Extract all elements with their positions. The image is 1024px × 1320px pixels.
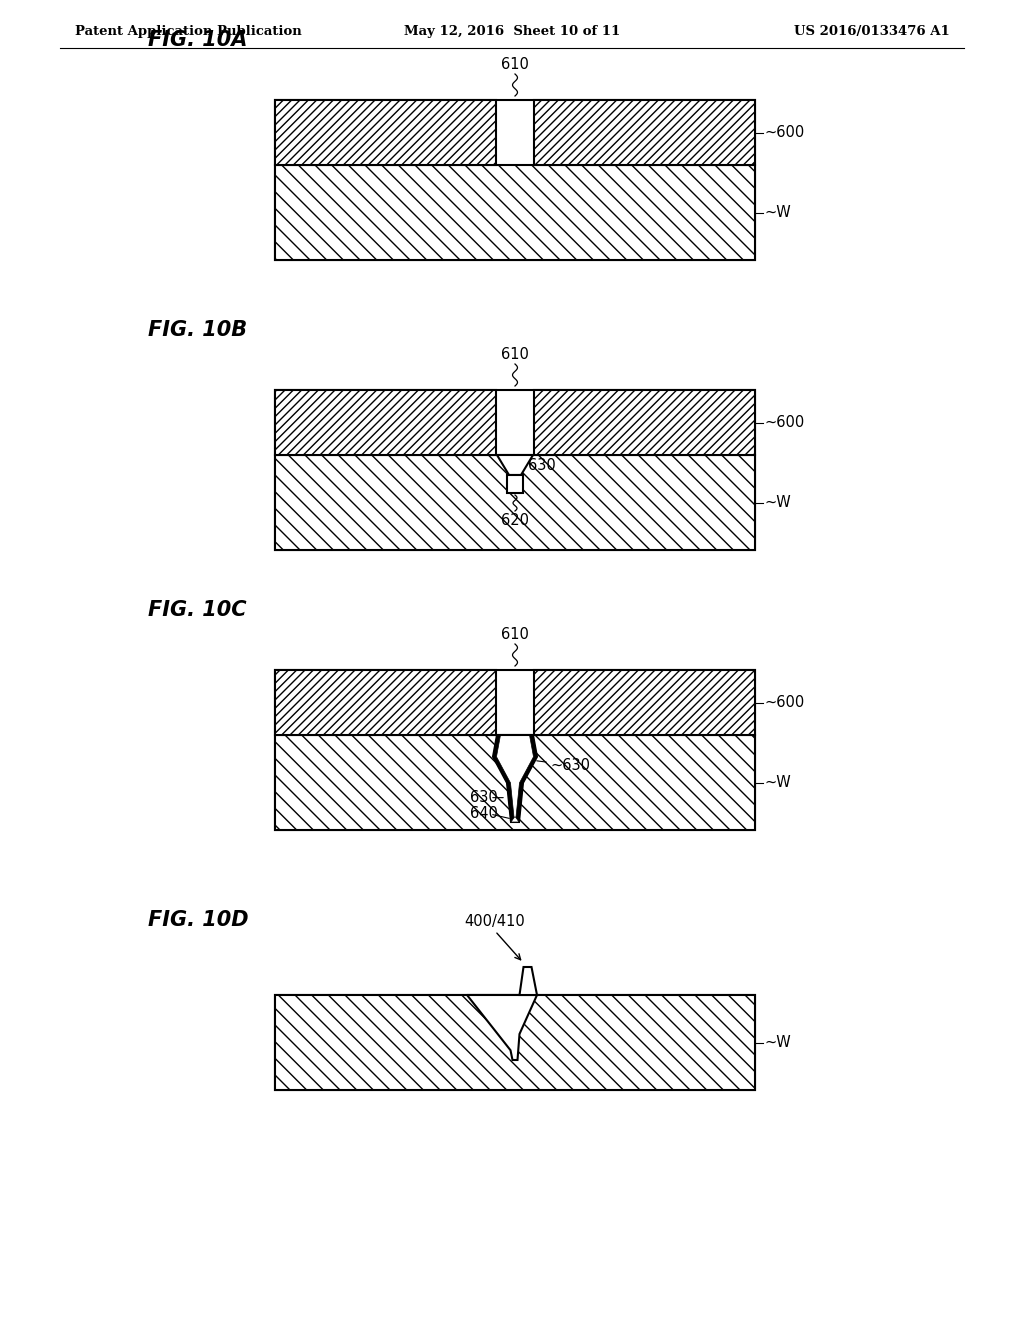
Text: 640: 640 xyxy=(470,807,498,821)
Bar xyxy=(275,995,755,1090)
Bar xyxy=(275,100,755,260)
Bar xyxy=(275,671,496,735)
Polygon shape xyxy=(497,455,534,475)
Text: ~W: ~W xyxy=(764,775,791,789)
Bar xyxy=(534,100,755,165)
Text: ~600: ~600 xyxy=(764,125,804,140)
Text: FIG. 10A: FIG. 10A xyxy=(148,30,248,50)
Bar xyxy=(275,165,755,260)
Text: US 2016/0133476 A1: US 2016/0133476 A1 xyxy=(795,25,950,38)
Text: 620: 620 xyxy=(501,513,529,528)
Text: ~630: ~630 xyxy=(550,758,590,774)
Bar xyxy=(275,100,496,165)
Text: 610: 610 xyxy=(501,627,529,642)
Bar xyxy=(275,389,755,550)
Text: 400/410: 400/410 xyxy=(465,913,525,929)
Polygon shape xyxy=(493,735,514,822)
Text: ~W: ~W xyxy=(764,1035,791,1049)
Bar xyxy=(275,995,755,1090)
Polygon shape xyxy=(511,817,519,822)
Text: ~W: ~W xyxy=(764,495,791,510)
Bar xyxy=(534,671,755,735)
Text: 630: 630 xyxy=(528,458,556,473)
Polygon shape xyxy=(515,735,537,822)
Text: 610: 610 xyxy=(501,57,529,73)
Bar xyxy=(507,475,523,492)
Bar xyxy=(275,389,496,455)
Polygon shape xyxy=(493,735,537,822)
Text: 630: 630 xyxy=(470,791,498,805)
Bar xyxy=(275,671,755,830)
Bar xyxy=(534,389,755,455)
Text: ~600: ~600 xyxy=(764,696,804,710)
Bar xyxy=(275,735,755,830)
Text: 610: 610 xyxy=(501,347,529,362)
Text: May 12, 2016  Sheet 10 of 11: May 12, 2016 Sheet 10 of 11 xyxy=(403,25,621,38)
Bar xyxy=(275,455,755,550)
Text: ~W: ~W xyxy=(764,205,791,220)
Text: ~600: ~600 xyxy=(764,414,804,430)
Text: FIG. 10C: FIG. 10C xyxy=(148,601,247,620)
Polygon shape xyxy=(467,995,537,1060)
Text: Patent Application Publication: Patent Application Publication xyxy=(75,25,302,38)
Polygon shape xyxy=(519,968,537,995)
Text: FIG. 10D: FIG. 10D xyxy=(148,909,249,931)
Text: FIG. 10B: FIG. 10B xyxy=(148,319,247,341)
